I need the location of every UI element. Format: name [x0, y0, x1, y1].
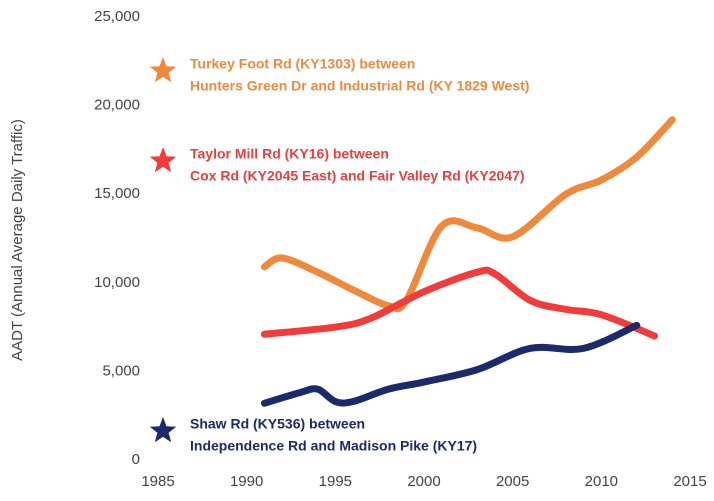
legend-label: Hunters Green Dr and Industrial Rd (KY 1… — [190, 78, 529, 94]
y-tick-label: 5,000 — [102, 362, 140, 379]
legend-star — [149, 417, 177, 443]
x-tick-label: 2010 — [585, 473, 618, 490]
legend-star — [149, 57, 177, 83]
y-tick-label: 15,000 — [94, 185, 140, 202]
legend-label: Cox Rd (KY2045 East) and Fair Valley Rd … — [190, 168, 525, 184]
legend-label: Independence Rd and Madison Pike (KY17) — [190, 438, 477, 454]
series-line — [260, 321, 641, 407]
legend-label: Taylor Mill Rd (KY16) between — [190, 146, 389, 162]
x-tick-label: 1995 — [319, 473, 352, 490]
y-tick-label: 10,000 — [94, 274, 140, 291]
y-axis-label: AADT (Annual Average Daily Traffic) — [9, 119, 26, 361]
legend-star — [149, 147, 177, 173]
y-tick-label: 25,000 — [94, 8, 140, 25]
x-tick-label: 2000 — [407, 473, 440, 490]
x-tick-label: 1990 — [230, 473, 263, 490]
legend-label: Shaw Rd (KY536) between — [190, 416, 365, 432]
y-tick-label: 0 — [132, 451, 140, 468]
legend-label: Turkey Foot Rd (KY1303) between — [190, 56, 415, 72]
x-tick-label: 1985 — [141, 473, 174, 490]
series-line — [260, 266, 659, 340]
y-tick-label: 20,000 — [94, 97, 140, 114]
x-tick-label: 2015 — [673, 473, 706, 490]
x-tick-label: 2005 — [496, 473, 529, 490]
series-line — [260, 116, 676, 313]
